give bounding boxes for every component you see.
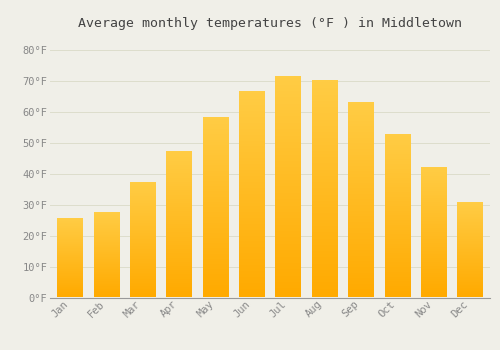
Title: Average monthly temperatures (°F ) in Middletown: Average monthly temperatures (°F ) in Mi… xyxy=(78,17,462,30)
